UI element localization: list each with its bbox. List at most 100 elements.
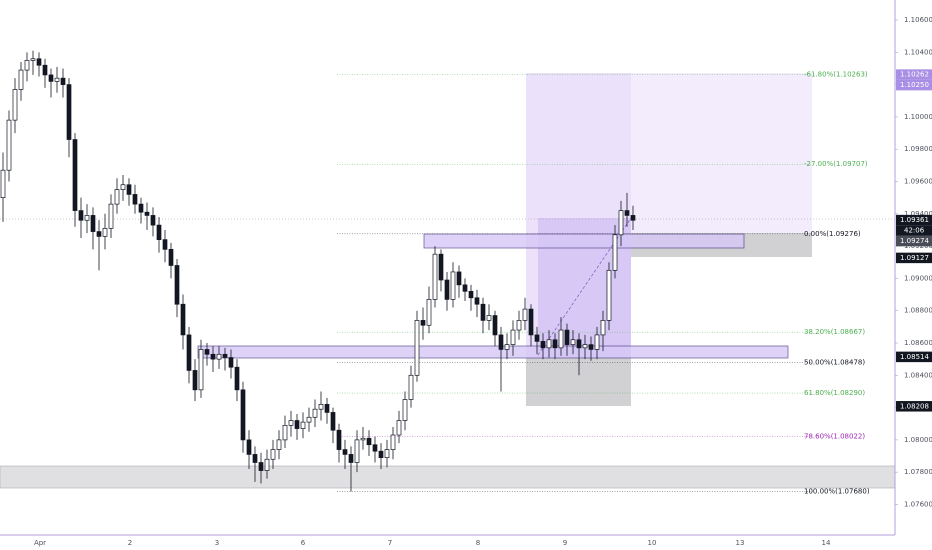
candle-body bbox=[174, 265, 180, 305]
candle-body bbox=[366, 437, 372, 446]
candle-body bbox=[456, 271, 462, 286]
price-tag-label: 1.10250 bbox=[900, 81, 929, 89]
stop-zone bbox=[526, 358, 631, 406]
candle-body bbox=[78, 210, 84, 221]
candle-body bbox=[342, 449, 348, 455]
candle-body bbox=[390, 434, 396, 450]
candle-body bbox=[516, 320, 522, 331]
candle-body bbox=[186, 334, 192, 371]
candle-body bbox=[156, 224, 162, 240]
y-tick-label: 1.10400 bbox=[904, 48, 932, 56]
candle-body bbox=[414, 320, 420, 376]
candle-body bbox=[204, 349, 210, 355]
candle-body bbox=[402, 399, 408, 421]
candle-body bbox=[96, 231, 102, 237]
candle-body bbox=[372, 444, 378, 452]
candle-body bbox=[492, 315, 498, 336]
candle-body bbox=[624, 210, 630, 216]
candle-body bbox=[276, 439, 282, 450]
date-label: 14 bbox=[822, 539, 831, 547]
y-tick-label: 1.09000 bbox=[904, 274, 932, 282]
candle-body bbox=[360, 437, 366, 441]
candle-body bbox=[270, 449, 276, 460]
candle-body bbox=[576, 339, 582, 349]
candle-body bbox=[12, 89, 18, 121]
date-label: 13 bbox=[736, 539, 745, 547]
candle-body bbox=[258, 462, 264, 471]
fib-label: 61.80%(1.08290) bbox=[804, 389, 865, 397]
candle-body bbox=[210, 353, 216, 360]
support-zone bbox=[0, 465, 896, 489]
candle-body bbox=[36, 58, 42, 66]
date-label: 9 bbox=[563, 539, 567, 547]
candle-body bbox=[234, 366, 240, 391]
date-label: Apr bbox=[34, 539, 46, 547]
candle-body bbox=[552, 339, 558, 349]
candle-body bbox=[90, 215, 96, 232]
fib-label: 38.20%(1.08667) bbox=[804, 328, 865, 336]
y-tick-label: 1.08400 bbox=[904, 371, 932, 379]
candle-body bbox=[216, 353, 222, 360]
candle-body bbox=[420, 320, 426, 326]
candle-body bbox=[72, 139, 78, 211]
candle-body bbox=[600, 320, 606, 336]
candle-body bbox=[246, 439, 252, 455]
y-tick-label: 1.09600 bbox=[904, 178, 932, 186]
candle-body bbox=[252, 454, 258, 463]
candle-body bbox=[474, 297, 480, 305]
y-tick-label: 1.08800 bbox=[904, 307, 932, 315]
y-tick-label: 1.08000 bbox=[904, 436, 932, 444]
candle-body bbox=[396, 420, 402, 436]
drawings bbox=[0, 73, 896, 489]
date-label: 10 bbox=[648, 539, 657, 547]
price-tags: 1.10262 1.10250 1.09361 42:06 1.09274 1.09127… bbox=[896, 69, 932, 412]
price-tag bbox=[896, 69, 932, 80]
candle-body bbox=[480, 303, 486, 321]
candle-body bbox=[192, 370, 198, 391]
countdown-tag bbox=[896, 225, 932, 236]
candle-body bbox=[168, 248, 174, 266]
candle-body bbox=[348, 454, 354, 463]
fib-label: -27.00%(1.09707) bbox=[804, 160, 868, 168]
candle-body bbox=[102, 227, 108, 237]
candle-body bbox=[324, 404, 330, 413]
price-tag-label: 1.08208 bbox=[900, 402, 929, 410]
candle-body bbox=[294, 420, 300, 429]
countdown-label: 42:06 bbox=[904, 227, 925, 235]
candle-body bbox=[528, 308, 534, 336]
candle-body bbox=[48, 74, 54, 82]
candle-body bbox=[510, 329, 516, 345]
price-tag-label: 1.09361 bbox=[900, 216, 929, 224]
supply-zone bbox=[423, 233, 745, 249]
y-tick-label: 1.10600 bbox=[904, 16, 932, 24]
candle-body bbox=[144, 211, 150, 216]
candle-body bbox=[558, 329, 564, 349]
candle-body bbox=[288, 420, 294, 426]
date-label: 3 bbox=[215, 539, 219, 547]
candle-body bbox=[618, 210, 624, 236]
candle-body bbox=[18, 69, 24, 90]
candle-body bbox=[120, 184, 126, 190]
candle-body bbox=[24, 60, 30, 71]
candle-body bbox=[66, 84, 72, 140]
fib-label: 78.60%(1.08022) bbox=[804, 432, 865, 440]
candle-body bbox=[306, 416, 312, 423]
candle-body bbox=[438, 253, 444, 281]
price-tag bbox=[896, 79, 932, 91]
candle-body bbox=[540, 341, 546, 349]
candle-body bbox=[138, 203, 144, 213]
candle-body bbox=[378, 450, 384, 458]
candle-body bbox=[198, 349, 204, 391]
candle-body bbox=[612, 234, 618, 271]
candle-body bbox=[132, 194, 138, 205]
candle-body bbox=[450, 271, 456, 300]
candle-body bbox=[462, 284, 468, 292]
candle-body bbox=[300, 421, 306, 429]
candle-body bbox=[162, 239, 168, 250]
candle-body bbox=[318, 404, 324, 410]
candle-body bbox=[6, 119, 12, 171]
candle-body bbox=[150, 215, 156, 226]
candle-body bbox=[570, 339, 576, 345]
price-tag bbox=[896, 214, 932, 226]
